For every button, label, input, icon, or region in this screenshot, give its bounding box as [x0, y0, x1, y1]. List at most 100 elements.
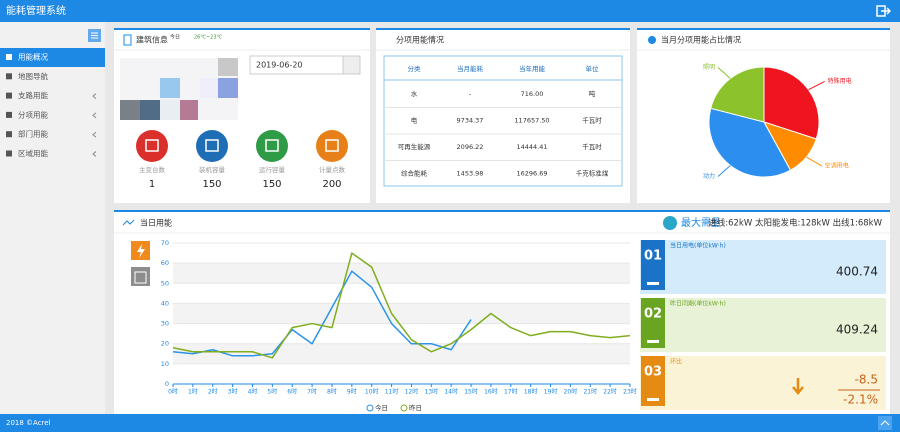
sidebar-active[interactable] [0, 48, 105, 67]
up-icon [880, 420, 890, 426]
grid-band [173, 303, 630, 324]
legend-label[interactable]: 今日 [375, 403, 388, 412]
x-tick-label: 16时 [484, 388, 498, 396]
table-header: 当月能耗 [457, 64, 484, 73]
stat-icon [256, 130, 288, 162]
date-value: 2019-06-20 [256, 61, 303, 70]
stat-value: 1 [149, 179, 155, 190]
stat-icon [316, 130, 348, 162]
legend-swatch[interactable] [400, 404, 408, 412]
line-series [172, 252, 631, 359]
pie-leader [808, 80, 825, 91]
table-cell: 吨 [589, 89, 596, 98]
x-tick-label: 4时 [248, 388, 258, 396]
x-tick-label: 18时 [524, 388, 538, 396]
chevron [92, 93, 97, 99]
card-number: 01 [644, 249, 662, 264]
table-cell: 14444.41 [516, 143, 547, 151]
table-cell: 千瓦时 [582, 116, 602, 125]
panel-dividers [114, 49, 890, 234]
card-label: 环比 [670, 358, 682, 366]
scroll-top[interactable] [878, 416, 892, 430]
line-icon [122, 219, 135, 226]
table-cell: 综合能耗 [401, 169, 428, 178]
x-tick-label: 23时 [623, 388, 637, 396]
table-cell: 水 [411, 89, 418, 98]
building-icon [123, 34, 132, 46]
stat-value: 150 [262, 179, 281, 190]
legend-label[interactable]: 昨日 [409, 403, 422, 412]
stat-label: 主变台数 [139, 165, 166, 174]
card-value: -2.1% [843, 393, 878, 407]
sidebar-label: 支路用能 [18, 90, 48, 100]
table-cell: 可再生能源 [398, 142, 431, 151]
stat-label: 运行容量 [259, 165, 286, 174]
x-tick-label: 19时 [544, 388, 558, 396]
calendar-button[interactable] [342, 55, 361, 75]
y-tick-label: 10 [161, 360, 169, 368]
app-title: 能耗管理系统 [6, 4, 66, 17]
x-tick-label: 13时 [424, 388, 438, 396]
sidebar-icon [6, 92, 12, 99]
card-bar [647, 340, 659, 343]
sidebar-icon [6, 131, 12, 138]
stat-label: 装机容量 [199, 165, 226, 174]
pie-title: 当月分项用能占比情况 [661, 35, 741, 45]
stat-glyph [205, 139, 219, 152]
y-tick-label: 70 [161, 239, 169, 247]
x-tick-label: 12时 [405, 388, 419, 396]
building-glyph [134, 271, 147, 284]
footer [0, 414, 900, 432]
card [640, 240, 886, 294]
legend-swatch[interactable] [366, 404, 374, 412]
table-cell: 2096.22 [457, 143, 484, 151]
stat-glyph [265, 139, 279, 152]
pie-label: 特殊用电 [828, 77, 852, 85]
weather-temp: 26℃~23℃ [194, 35, 223, 41]
pie-label: 动力 [703, 172, 715, 180]
card-value: 409.24 [836, 323, 878, 337]
x-tick-label: 5时 [267, 388, 277, 396]
table-cell: 9734.37 [457, 117, 484, 125]
stat-icon [196, 130, 228, 162]
toggle-icon [91, 32, 98, 39]
table-cell: 1453.98 [457, 170, 484, 178]
grid-band [173, 363, 630, 384]
pie-leader [717, 67, 731, 79]
sidebar-icon [6, 150, 12, 157]
x-tick-label: 20时 [564, 388, 578, 396]
x-tick-label: 22时 [603, 388, 617, 396]
sidebar-item[interactable] [0, 87, 105, 106]
x-tick-label: 17时 [504, 388, 518, 396]
card-number: 02 [644, 307, 662, 322]
pie-leader [717, 165, 731, 177]
sidebar-icon [6, 73, 12, 80]
sidebar-item[interactable] [0, 125, 105, 144]
sidebar-icon [6, 54, 12, 60]
stat-glyph [145, 139, 159, 152]
table-cell: 千瓦时 [582, 142, 602, 151]
building-photo [120, 58, 238, 120]
x-tick-label: 2时 [208, 388, 218, 396]
table-header: 当年用能 [519, 64, 546, 73]
stat-icon [136, 130, 168, 162]
logout-icon[interactable] [876, 5, 892, 17]
x-tick-label: 6时 [287, 388, 297, 396]
sidebar-item[interactable] [0, 67, 105, 86]
sidebar-label: 地图导航 [18, 71, 48, 81]
chevron [92, 151, 97, 157]
x-tick-label: 9时 [347, 388, 357, 396]
bolt [137, 244, 145, 258]
table-header: 分类 [408, 64, 422, 73]
card-number-box [641, 356, 665, 406]
grid-band [173, 343, 630, 364]
grid-band [173, 243, 630, 264]
sidebar-item[interactable] [0, 106, 105, 125]
card-value: -8.5 [855, 373, 878, 387]
weather-day: 今日 [170, 34, 180, 41]
pie-label: 空调用电 [825, 161, 849, 169]
grid-band [173, 263, 630, 284]
footer-text: 2018 ©Acrel [6, 419, 51, 427]
sidebar-item[interactable] [0, 145, 105, 164]
